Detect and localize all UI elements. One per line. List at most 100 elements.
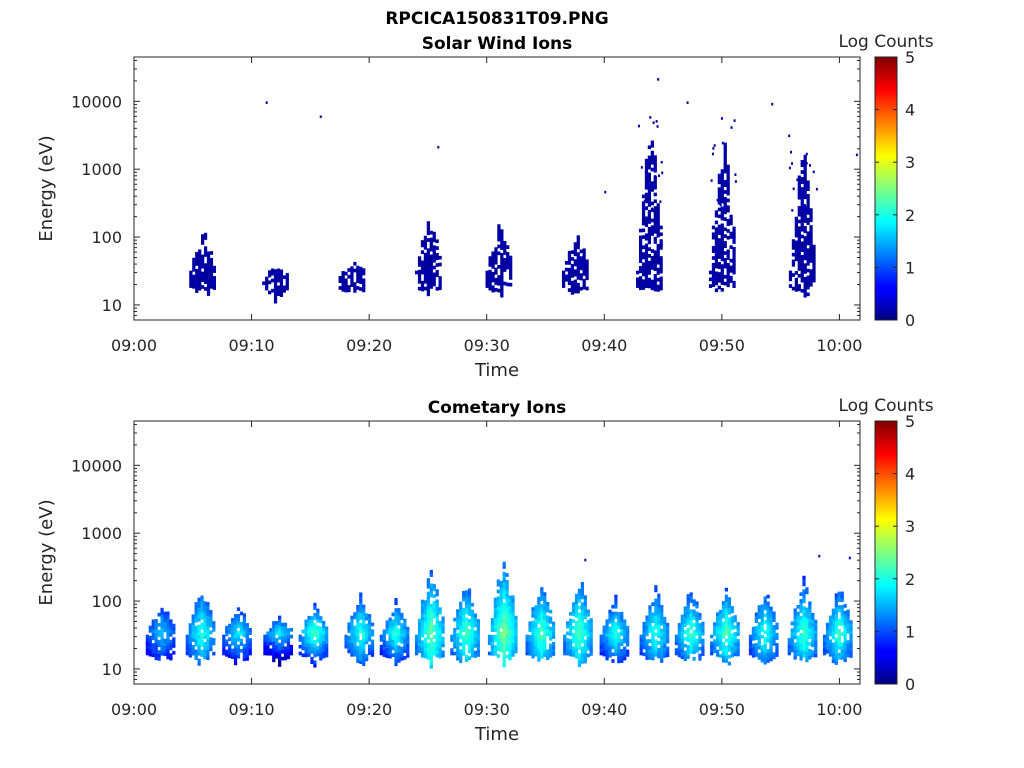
pixel	[647, 196, 652, 201]
pixel	[456, 633, 460, 637]
x-tick-label: 09:40	[581, 700, 627, 719]
pixel	[586, 633, 590, 637]
pixel	[344, 634, 348, 639]
pixel	[353, 646, 357, 650]
pixel	[362, 268, 366, 272]
pixel	[212, 282, 217, 287]
pixel	[188, 623, 192, 627]
pixel	[145, 641, 149, 646]
pixel	[800, 180, 804, 185]
pixel	[441, 653, 445, 658]
pixel	[623, 622, 627, 627]
pixel	[775, 626, 779, 630]
pixel	[145, 634, 149, 639]
pixel	[806, 211, 810, 215]
pixel	[608, 653, 612, 658]
pixel	[420, 250, 425, 255]
pixel	[721, 141, 724, 145]
pixel	[540, 607, 544, 612]
pixel	[420, 284, 425, 288]
pixel	[493, 607, 498, 612]
pixel	[645, 642, 649, 647]
pixel	[650, 167, 654, 172]
pixel	[620, 628, 624, 633]
pixel	[435, 606, 439, 610]
pixel	[686, 617, 690, 622]
pixel	[677, 653, 682, 658]
pixel	[648, 612, 652, 616]
pixel	[566, 621, 570, 625]
pixel	[582, 261, 586, 266]
pixel	[493, 638, 498, 643]
pixel	[623, 656, 627, 661]
pixel	[432, 272, 436, 277]
pixel	[811, 623, 815, 627]
pixel	[494, 277, 498, 282]
pixel	[503, 241, 507, 245]
pixel	[379, 651, 383, 656]
pixel	[849, 623, 853, 628]
pixel	[754, 632, 759, 637]
pixel	[494, 288, 498, 292]
pixel	[647, 220, 652, 224]
pixel	[583, 656, 587, 661]
pixel	[347, 622, 351, 627]
pixel	[800, 258, 804, 263]
pixel	[720, 226, 724, 231]
pixel	[571, 609, 576, 613]
pixel	[582, 282, 586, 287]
pixel	[200, 636, 204, 640]
pixel	[263, 638, 267, 642]
pixel	[496, 643, 500, 648]
pixel	[503, 261, 507, 266]
pixel	[278, 615, 282, 620]
pixel	[650, 259, 654, 264]
pixel	[766, 632, 770, 636]
pixel	[654, 653, 658, 657]
pixel	[502, 565, 506, 569]
pixel	[537, 651, 541, 655]
pixel	[203, 652, 207, 656]
pixel	[563, 638, 567, 642]
pixel	[692, 623, 696, 627]
pixel	[298, 634, 302, 639]
pixel	[283, 632, 288, 637]
pixel	[577, 663, 582, 668]
pixel	[567, 278, 572, 282]
pixel	[394, 652, 398, 657]
pixel	[269, 631, 273, 636]
pixel	[209, 623, 213, 628]
pixel	[185, 651, 189, 656]
pixel	[573, 252, 577, 257]
pixel	[417, 276, 422, 281]
pixel	[282, 275, 286, 280]
pixel	[203, 232, 208, 237]
pixel	[462, 638, 466, 643]
pixel	[730, 650, 734, 654]
pixel	[828, 622, 833, 627]
pixel	[511, 615, 515, 620]
pixel	[754, 636, 759, 640]
pixel	[692, 616, 696, 621]
pixel	[714, 234, 719, 238]
pixel	[429, 257, 433, 262]
pixel	[194, 635, 198, 640]
pixel	[692, 643, 696, 648]
pixel	[488, 269, 492, 274]
pixel	[730, 640, 734, 644]
pixel	[493, 601, 498, 605]
pixel	[653, 260, 657, 265]
pixel	[645, 632, 649, 637]
pixel	[423, 607, 428, 611]
pixel	[362, 642, 366, 646]
pixel	[808, 631, 812, 636]
pixel	[797, 229, 801, 234]
pixel	[805, 634, 809, 639]
pixel	[566, 645, 570, 649]
pixel	[500, 290, 504, 295]
pixel	[275, 644, 279, 649]
pixel	[551, 641, 556, 646]
pixel	[163, 611, 167, 616]
pixel	[148, 642, 152, 647]
